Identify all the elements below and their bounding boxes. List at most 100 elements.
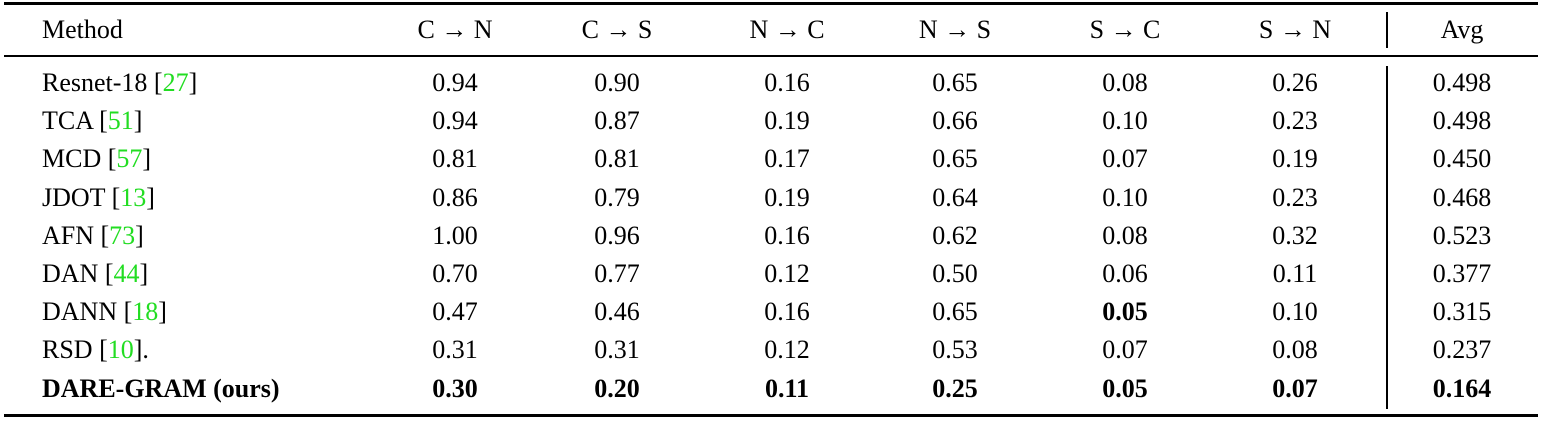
method-text: AFN [: [42, 220, 110, 250]
value-cell: 0.65: [932, 68, 978, 97]
value-cell: 0.96: [594, 220, 640, 250]
column-header: N → C: [749, 15, 825, 44]
method-tail: ]: [135, 220, 144, 250]
method-tail: ]: [188, 68, 198, 97]
value-cell: 0.12: [764, 335, 810, 365]
method-tail: ]: [142, 144, 152, 174]
value-cell: 0.70: [432, 259, 478, 288]
value-cell: 0.11: [1272, 259, 1318, 288]
citation: 18: [132, 297, 159, 327]
value-cell: 0.64: [932, 182, 978, 212]
value-cell: 0.17: [764, 144, 810, 174]
method-name: DAN [44]: [42, 259, 148, 289]
column-header: N → S: [918, 15, 992, 44]
column-header: S → C: [1089, 15, 1161, 44]
citation: 27: [162, 68, 189, 97]
method-name: TCA [51]: [42, 106, 142, 136]
value-cell: 0.05: [1102, 297, 1148, 327]
method-tail: ]: [139, 259, 149, 288]
value-cell: 0.19: [764, 182, 810, 212]
citation: 51: [107, 106, 134, 136]
method-text: JDOT [: [42, 182, 121, 212]
method-name: JDOT [13]: [42, 183, 155, 213]
value-cell: 0.08: [1102, 220, 1148, 250]
value-cell: 0.16: [764, 220, 810, 250]
method-name: Resnet-18 [27]: [42, 68, 197, 98]
value-cell: 0.90: [594, 68, 640, 97]
value-cell: 0.315: [1432, 297, 1492, 327]
method-tail: ].: [133, 335, 149, 365]
column-divider: [1386, 66, 1388, 409]
value-cell: 0.94: [432, 106, 478, 136]
value-cell: 0.07: [1102, 335, 1148, 365]
method-tail: ]: [158, 297, 167, 327]
method-name: DARE-GRAM (ours): [42, 374, 280, 404]
value-cell: 0.16: [764, 297, 810, 327]
value-cell: 0.08: [1272, 335, 1318, 365]
method-name: AFN [73]: [42, 221, 144, 251]
value-cell: 0.07: [1272, 373, 1318, 403]
value-cell: 0.450: [1432, 144, 1492, 174]
method-name: DANN [18]: [42, 297, 167, 327]
citation: 13: [120, 182, 147, 212]
value-cell: 0.81: [432, 144, 478, 174]
method-text: Resnet-18 [: [42, 68, 163, 97]
method-tail: ]: [146, 182, 155, 212]
value-cell: 0.26: [1272, 68, 1318, 97]
value-cell: 0.79: [594, 182, 640, 212]
value-cell: 0.10: [1102, 106, 1148, 136]
column-divider: [1386, 12, 1388, 48]
bottom-rule: [4, 414, 1538, 417]
method-text: MCD [: [42, 144, 117, 174]
value-cell: 0.30: [432, 373, 478, 403]
value-cell: 0.47: [432, 297, 478, 327]
method-text: DARE-GRAM (ours): [42, 373, 280, 403]
value-cell: 0.11: [764, 373, 810, 403]
value-cell: 0.498: [1432, 106, 1492, 136]
value-cell: 0.46: [594, 297, 640, 327]
value-cell: 0.65: [932, 144, 978, 174]
value-cell: 0.31: [432, 335, 478, 365]
value-cell: 0.23: [1272, 106, 1318, 136]
citation: 44: [113, 259, 140, 288]
value-cell: 0.94: [432, 68, 478, 97]
column-header: Method: [42, 15, 123, 44]
method-name: RSD [10].: [42, 335, 149, 365]
value-cell: 0.10: [1272, 297, 1318, 327]
value-cell: 0.53: [932, 335, 978, 365]
column-header: C → N: [417, 15, 493, 44]
column-header: Avg: [1440, 15, 1484, 44]
value-cell: 0.16: [764, 68, 810, 97]
value-cell: 0.377: [1432, 259, 1492, 288]
value-cell: 0.87: [594, 106, 640, 136]
value-cell: 0.66: [932, 106, 978, 136]
value-cell: 0.32: [1272, 220, 1318, 250]
value-cell: 0.06: [1102, 259, 1148, 288]
value-cell: 0.65: [932, 297, 978, 327]
column-header: C → S: [581, 15, 653, 44]
value-cell: 0.86: [432, 182, 478, 212]
citation: 57: [116, 144, 143, 174]
citation: 73: [109, 220, 136, 250]
citation: 10: [107, 335, 134, 365]
value-cell: 0.19: [1272, 144, 1318, 174]
value-cell: 0.12: [764, 259, 810, 288]
value-cell: 0.08: [1102, 68, 1148, 97]
value-cell: 0.468: [1432, 182, 1492, 212]
value-cell: 0.05: [1102, 373, 1148, 403]
method-text: DANN [: [42, 297, 133, 327]
value-cell: 0.31: [594, 335, 640, 365]
method-text: DAN [: [42, 259, 114, 288]
method-tail: ]: [133, 106, 143, 136]
header-rule: [4, 55, 1538, 57]
column-header: S → N: [1258, 15, 1332, 44]
value-cell: 0.10: [1102, 182, 1148, 212]
value-cell: 0.50: [932, 259, 978, 288]
value-cell: 0.25: [932, 373, 978, 403]
method-text: RSD [: [42, 335, 108, 365]
value-cell: 0.523: [1432, 220, 1492, 250]
value-cell: 0.498: [1432, 68, 1492, 97]
value-cell: 0.164: [1432, 373, 1492, 403]
value-cell: 0.20: [594, 373, 640, 403]
